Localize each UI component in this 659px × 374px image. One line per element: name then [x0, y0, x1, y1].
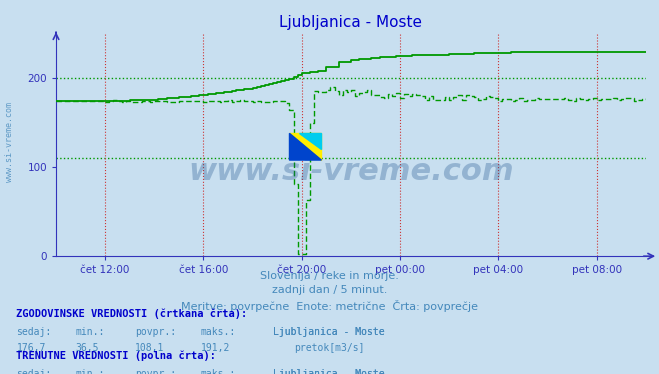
Polygon shape	[299, 134, 322, 149]
Text: min.:: min.:	[76, 369, 105, 374]
Text: ZGODOVINSKE VREDNOSTI (črtkana črta):: ZGODOVINSKE VREDNOSTI (črtkana črta):	[16, 309, 248, 319]
Text: www.si-vreme.com: www.si-vreme.com	[5, 102, 14, 182]
Text: 176,7: 176,7	[16, 343, 46, 353]
Text: www.si-vreme.com: www.si-vreme.com	[188, 157, 514, 186]
Text: Ljubljanica - Moste: Ljubljanica - Moste	[273, 327, 385, 337]
Text: Meritve: povrpečne  Enote: metrične  Črta: povprečje: Meritve: povrpečne Enote: metrične Črta:…	[181, 300, 478, 312]
Text: maks.:: maks.:	[201, 327, 236, 337]
Text: 191,2: 191,2	[201, 343, 231, 353]
Text: TRENUTNE VREDNOSTI (polna črta):: TRENUTNE VREDNOSTI (polna črta):	[16, 351, 216, 361]
Polygon shape	[289, 134, 322, 160]
Text: Ljubljanica - Moste: Ljubljanica - Moste	[273, 327, 385, 337]
Text: povpr.:: povpr.:	[135, 327, 176, 337]
Polygon shape	[289, 134, 322, 160]
Text: zadnji dan / 5 minut.: zadnji dan / 5 minut.	[272, 285, 387, 295]
Text: Ljubljanica - Moste: Ljubljanica - Moste	[273, 369, 385, 374]
Text: Ljubljanica - Moste: Ljubljanica - Moste	[273, 369, 385, 374]
Text: min.:: min.:	[76, 327, 105, 337]
Title: Ljubljanica - Moste: Ljubljanica - Moste	[279, 15, 422, 30]
Text: povpr.:: povpr.:	[135, 369, 176, 374]
Text: sedaj:: sedaj:	[16, 369, 51, 374]
Text: 36,5: 36,5	[76, 343, 100, 353]
Text: 108,1: 108,1	[135, 343, 165, 353]
Text: maks.:: maks.:	[201, 369, 236, 374]
Text: sedaj:: sedaj:	[16, 327, 51, 337]
Text: Slovenija / reke in morje.: Slovenija / reke in morje.	[260, 271, 399, 281]
Text: pretok[m3/s]: pretok[m3/s]	[295, 343, 365, 353]
